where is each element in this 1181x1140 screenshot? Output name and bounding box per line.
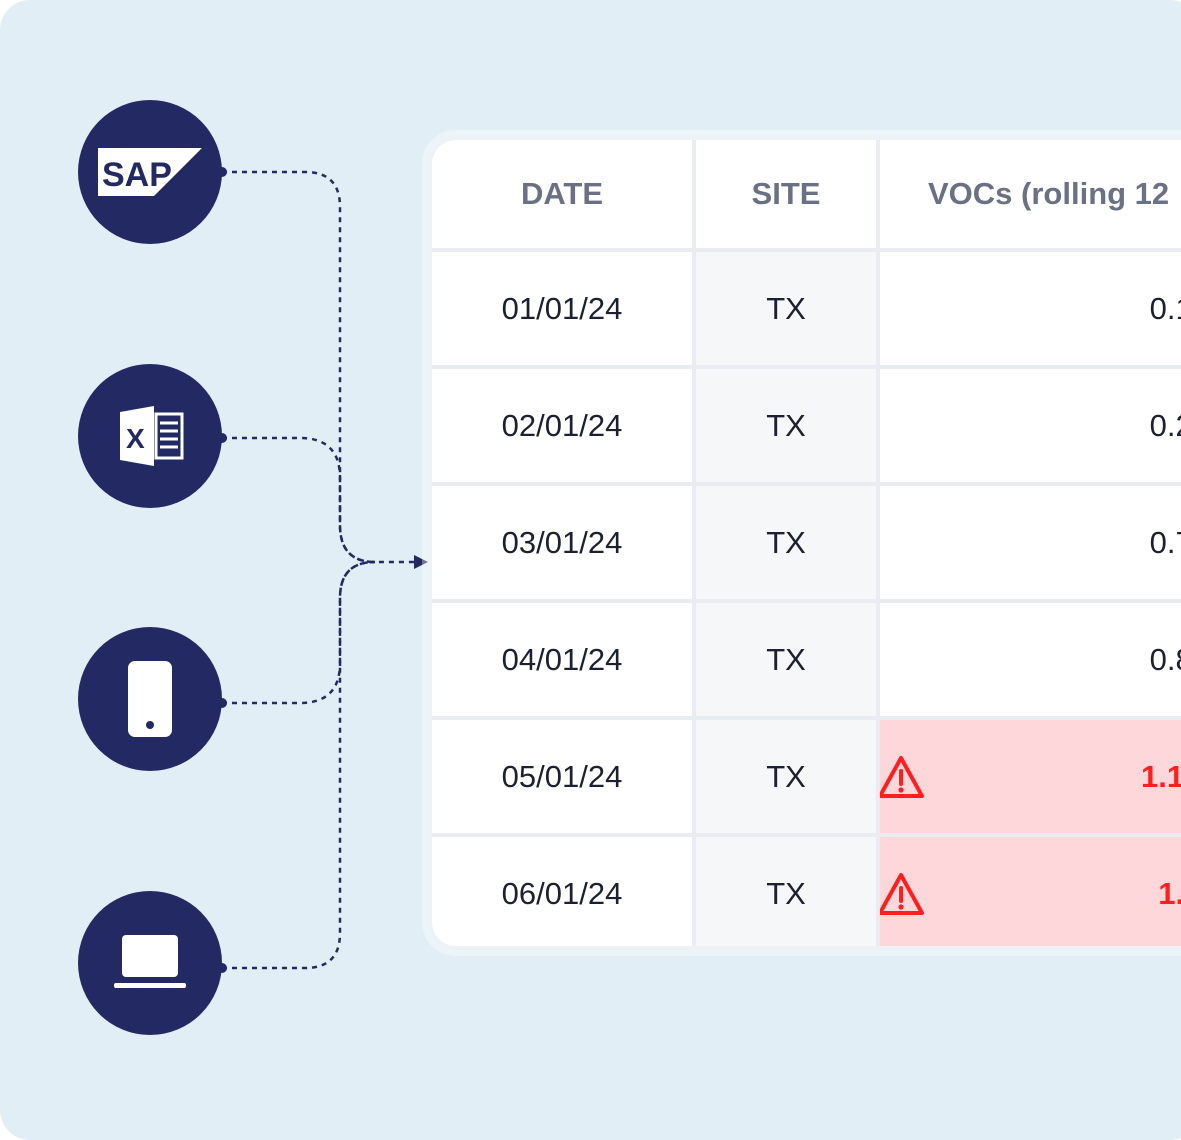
table-cell-site: TX	[696, 720, 876, 833]
arrow-head-icon	[414, 555, 428, 569]
connector-mobile	[222, 560, 376, 705]
svg-text:SAP: SAP	[102, 156, 172, 194]
table-cell-site: TX	[696, 603, 876, 716]
table-cell-date: 05/01/24	[432, 720, 692, 833]
table-cell-site: TX	[696, 837, 876, 946]
warning-icon[interactable]	[880, 871, 926, 917]
table-cell-voc-alert: 1.188 lbs	[880, 720, 1181, 833]
column-header-vocs[interactable]: VOCs (rolling 12	[880, 140, 1181, 248]
table-cell-date: 03/01/24	[432, 486, 692, 599]
table-cell-date: 01/01/24	[432, 252, 692, 365]
warning-icon[interactable]	[880, 754, 926, 800]
voc-value: 0.286 lb	[1149, 407, 1181, 443]
mobile-source[interactable]	[78, 627, 222, 771]
column-header-date[interactable]: DATE	[432, 140, 692, 248]
svg-text:X: X	[126, 423, 145, 454]
voc-value: 0.836 lb	[1149, 641, 1181, 677]
sap-source[interactable]: SAP	[78, 100, 222, 244]
sap-logo-icon: SAP	[98, 148, 202, 196]
excel-source[interactable]: X	[78, 364, 222, 508]
mobile-phone-icon	[128, 661, 172, 737]
laptop-icon	[114, 935, 186, 988]
column-header-site[interactable]: SITE	[696, 140, 876, 248]
table-cell-voc: 0.286 lb	[880, 369, 1181, 482]
table-cell-date: 04/01/24	[432, 603, 692, 716]
table-cell-voc: 0.836 lb	[880, 603, 1181, 716]
table-cell-date: 02/01/24	[432, 369, 692, 482]
connector-excel	[222, 436, 376, 564]
table-cell-voc: 0.700 lb	[880, 486, 1181, 599]
table-grid: DATE SITE VOCs (rolling 12 01/01/24 TX 0…	[432, 140, 1181, 946]
laptop-source[interactable]	[78, 891, 222, 1035]
connector-sap	[222, 170, 418, 564]
connector-laptop	[222, 560, 376, 970]
emissions-table: DATE SITE VOCs (rolling 12 01/01/24 TX 0…	[428, 136, 1181, 950]
voc-value-exceeded: 1.404 lb	[1158, 875, 1181, 911]
voc-value-exceeded: 1.188 lbs	[1141, 758, 1181, 794]
voc-value: 0.700 lb	[1149, 524, 1181, 560]
table-cell-site: TX	[696, 252, 876, 365]
table-cell-site: TX	[696, 369, 876, 482]
table-cell-site: TX	[696, 486, 876, 599]
excel-icon: X	[120, 406, 184, 466]
table-cell-voc-alert: 1.404 lb	[880, 837, 1181, 946]
voc-value: 0.176 lb	[1149, 290, 1181, 326]
table-cell-voc: 0.176 lb	[880, 252, 1181, 365]
table-cell-date: 06/01/24	[432, 837, 692, 946]
